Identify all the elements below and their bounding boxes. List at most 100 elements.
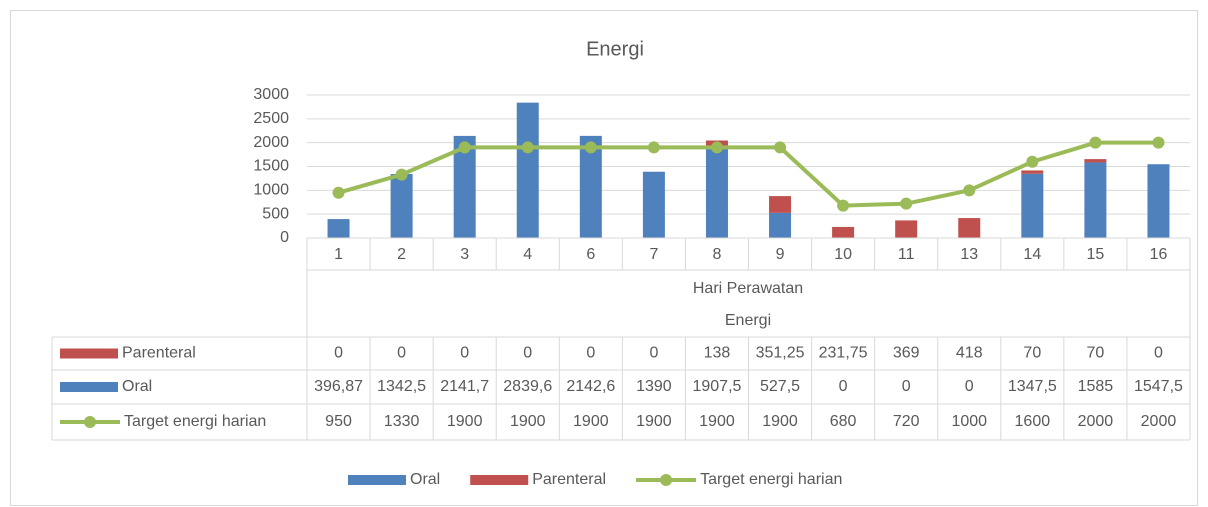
table-cell: 1585 [1078,378,1114,395]
table-cell: 369 [893,345,920,362]
legend-key-marker [660,474,673,486]
bar [958,218,981,238]
line-marker [1152,136,1165,149]
bar [579,135,602,238]
x-axis-title: Hari Perawatan [693,280,803,297]
line-marker [710,141,723,154]
legend-key [348,475,406,485]
table-cell: 0 [460,345,469,362]
line-marker [458,141,471,154]
bar [1147,164,1170,238]
table-cell: 1900 [447,413,483,430]
line-marker [1089,136,1102,149]
table-cell: 527,5 [760,378,800,395]
bar [642,171,665,238]
y-tick-label: 500 [262,205,289,222]
bar [453,135,476,238]
table-cell: 0 [902,378,911,395]
table-cell: 70 [1023,345,1041,362]
table-cell: 1342,5 [377,378,426,395]
x-tick-label: 1 [334,246,343,263]
table-cell: 950 [325,413,352,430]
line-marker [900,197,913,210]
table-cell: 680 [830,413,857,430]
y-tick-label: 1500 [253,158,289,175]
table-cell: 2142,6 [566,378,615,395]
line-marker [647,141,660,154]
table-cell: 0 [965,378,974,395]
x-tick-label: 6 [586,246,595,263]
bar [1084,162,1107,238]
table-cell: 1900 [762,413,798,430]
table-cell: 1900 [510,413,546,430]
table-cell: 0 [1154,345,1163,362]
x-tick-label: 4 [523,246,532,263]
table-cell: 1347,5 [1008,378,1057,395]
x-tick-label: 10 [834,246,852,263]
bar [1021,170,1044,174]
line [337,140,1159,208]
x-tick-label: 7 [649,246,658,263]
table-cell: 1900 [636,413,672,430]
table-cell: 2000 [1141,413,1177,430]
table-cell: 418 [956,345,983,362]
x-tick-label: 13 [960,246,978,263]
x-tick-label: 3 [460,246,469,263]
chart-border [10,10,1198,506]
table-cell: 0 [839,378,848,395]
y-tick-label: 2500 [253,110,289,127]
table-cell: 1390 [636,378,672,395]
y-tick-label: 2000 [253,134,289,151]
table-cell: 351,25 [756,345,805,362]
bar [1021,173,1044,238]
line-marker [837,199,850,212]
table-row-label: Parenteral [122,345,196,362]
line-marker [774,141,787,154]
line-marker [1026,155,1039,168]
bar [516,102,539,238]
x-tick-label: 9 [776,246,785,263]
bar [769,196,792,213]
y-tick-label: 1000 [253,182,289,199]
table-cell: 0 [334,345,343,362]
table-cell: 0 [649,345,658,362]
y-tick-label: 0 [280,229,289,246]
table-cell: 1600 [1015,413,1051,430]
line-marker [584,141,597,154]
x-tick-label: 8 [713,246,722,263]
table-cell: 1330 [384,413,420,430]
x-tick-label: 14 [1023,246,1041,263]
legend-key [470,475,529,485]
table-cell: 138 [704,345,731,362]
bar [1084,159,1107,163]
table-cell: 720 [893,413,920,430]
y-tick-label: 3000 [253,86,289,103]
table-row-label: Oral [122,378,152,395]
bar [705,147,728,238]
table-row-label: Target energi harian [124,413,266,430]
table-cell: 1000 [951,413,987,430]
legend-key [60,382,118,392]
table-cell: 70 [1086,345,1104,362]
line-marker [395,168,408,181]
bar [769,212,792,238]
table-cell: 0 [397,345,406,362]
table-cell: 2141,7 [440,378,489,395]
table-cell: 2839,6 [503,378,552,395]
category-group: Energi [725,312,771,329]
x-tick-label: 2 [397,246,406,263]
legend-label: Target energi harian [700,471,842,488]
line-marker [332,186,345,199]
table-cell: 0 [586,345,595,362]
table-cell: 1547,5 [1134,378,1183,395]
table-cell: 396,87 [314,378,363,395]
table-cell: 1900 [573,413,609,430]
x-tick-label: 11 [898,246,915,263]
table-cell: 1907,5 [692,378,741,395]
bar [895,220,918,238]
line-marker [963,184,976,197]
legend-key-marker [84,416,96,428]
legend-label: Oral [410,471,440,488]
bar [327,219,350,238]
